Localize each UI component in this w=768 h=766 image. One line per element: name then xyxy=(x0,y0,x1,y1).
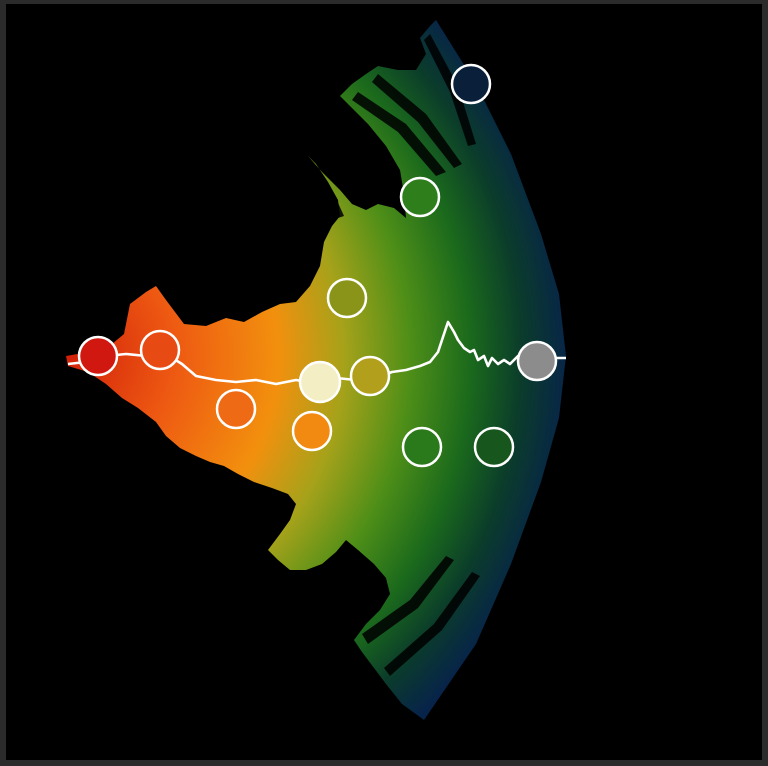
node-marker-7[interactable] xyxy=(326,277,368,319)
fan-slit xyxy=(362,556,454,644)
signal-trace-line xyxy=(67,320,566,386)
fan-slit xyxy=(424,34,476,146)
fan-slit xyxy=(384,572,480,676)
node-marker-4[interactable] xyxy=(291,410,333,452)
node-marker-5[interactable] xyxy=(298,360,342,404)
node-marker-12[interactable] xyxy=(450,63,492,105)
node-markers xyxy=(77,63,558,468)
visualization-canvas xyxy=(6,4,762,760)
node-marker-10[interactable] xyxy=(473,426,515,468)
fan-slits xyxy=(312,34,480,676)
node-marker-2[interactable] xyxy=(139,329,181,371)
node-marker-3[interactable] xyxy=(215,388,257,430)
node-marker-8[interactable] xyxy=(399,176,441,218)
node-marker-1[interactable] xyxy=(77,335,119,377)
node-marker-11[interactable] xyxy=(516,340,558,382)
radial-fan-plot xyxy=(66,20,566,720)
fan-slit xyxy=(352,92,446,176)
node-marker-9[interactable] xyxy=(401,426,443,468)
fan-slit xyxy=(372,74,462,168)
node-marker-6[interactable] xyxy=(349,355,391,397)
fan-slit xyxy=(312,172,344,218)
